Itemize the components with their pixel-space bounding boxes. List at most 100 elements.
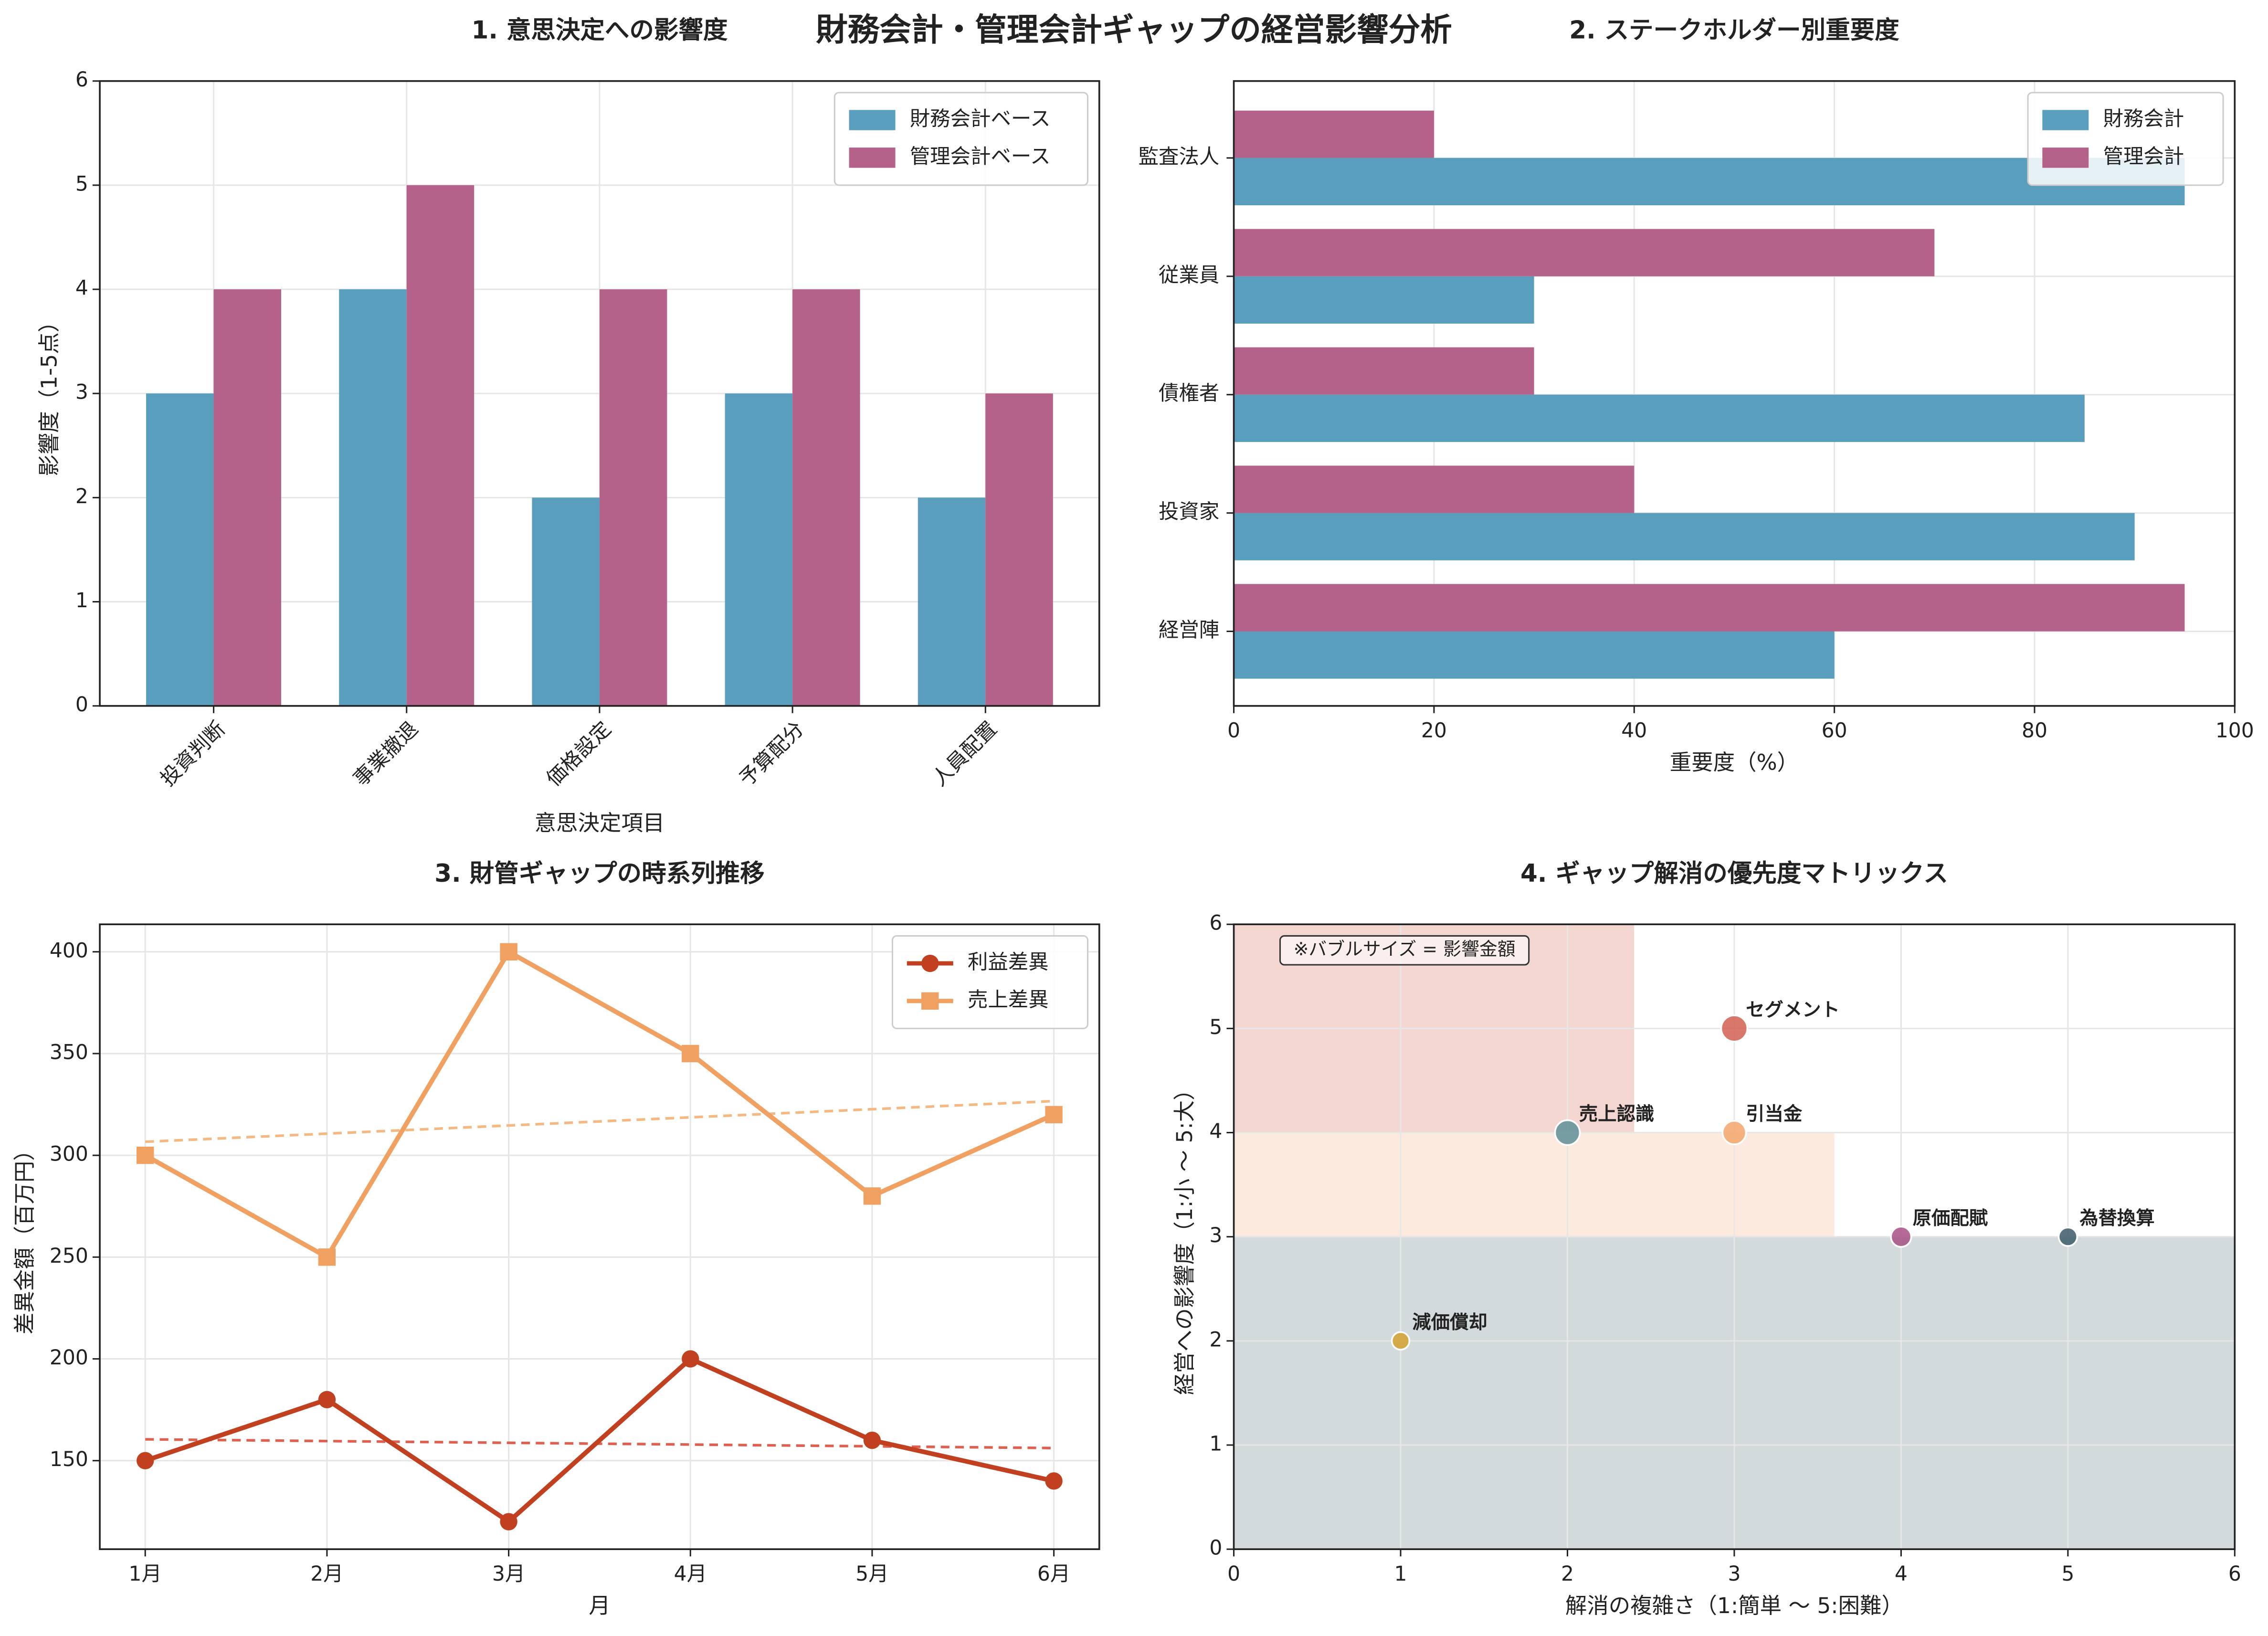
y-tick-label: 6 <box>75 68 88 92</box>
bar <box>339 289 407 706</box>
x-tick-label: 1月 <box>129 1562 162 1586</box>
y-tick-label: 4 <box>1209 1120 1222 1143</box>
x-tick-label: 20 <box>1421 719 1447 743</box>
chart-title: 2. ステークホルダー別重要度 <box>1569 16 1899 45</box>
y-tick-label: 2 <box>1209 1328 1222 1351</box>
legend-swatch <box>2042 148 2089 168</box>
marker <box>1045 1472 1063 1490</box>
legend-label: 財務会計ベース <box>910 107 1051 131</box>
y-tick-label: 債権者 <box>1159 382 1219 405</box>
y-axis-label: 差異金額（百万円） <box>12 1139 37 1334</box>
marker <box>137 1146 154 1164</box>
y-tick-label: 250 <box>50 1245 88 1268</box>
plot-frame <box>99 923 1100 1550</box>
y-tick-label: 400 <box>50 939 88 962</box>
bar <box>532 497 600 706</box>
annotation-box <box>1279 935 1530 966</box>
x-tick-label: 80 <box>2022 719 2047 743</box>
y-tick-label: 0 <box>75 693 88 717</box>
legend-swatch <box>849 148 896 168</box>
x-tick-label: 5 <box>2061 1562 2074 1586</box>
y-tick-label: 5 <box>1209 1016 1222 1039</box>
bubble <box>1720 1014 1749 1043</box>
marker <box>863 1431 881 1449</box>
bar <box>1234 347 1534 395</box>
y-tick-label: 投資家 <box>1159 500 1219 524</box>
bubble-label: セグメント <box>1746 999 1840 1021</box>
bar <box>1234 229 1935 276</box>
x-tick-label: 4 <box>1895 1562 1908 1586</box>
marker <box>318 1248 336 1266</box>
y-tick-label: 150 <box>50 1448 88 1471</box>
x-tick-label: 0 <box>1227 719 1240 743</box>
legend-label: 管理会計 <box>2103 145 2184 169</box>
y-tick-label: 0 <box>1209 1537 1222 1560</box>
bar <box>1234 394 2085 442</box>
x-tick-label: 2 <box>1561 1562 1574 1586</box>
x-tick-label: 6月 <box>1037 1562 1070 1586</box>
x-tick-label: 4月 <box>674 1562 707 1586</box>
x-axis-label: 意思決定項目 <box>535 811 665 836</box>
bubble-label: 引当金 <box>1746 1103 1803 1125</box>
marker <box>863 1187 881 1205</box>
y-axis-label: 経営への影響度（1:小 ～ 5:大） <box>1172 1078 1197 1395</box>
bar <box>985 393 1053 706</box>
x-tick-label: 3 <box>1728 1562 1741 1586</box>
marker <box>318 1391 336 1408</box>
bar <box>406 185 475 706</box>
bar <box>213 289 282 706</box>
x-tick-label: 事業撤退 <box>349 717 423 791</box>
y-tick-label: 3 <box>1209 1224 1222 1247</box>
y-axis-label: 影響度（1-5点） <box>37 311 62 476</box>
bar <box>1234 465 1635 513</box>
bar <box>1234 110 1434 158</box>
y-tick-label: 200 <box>50 1346 88 1370</box>
legend-label: 財務会計 <box>2103 107 2184 131</box>
bubble <box>1890 1225 1912 1248</box>
x-tick-label: 40 <box>1621 719 1647 743</box>
x-tick-label: 価格設定 <box>542 717 616 791</box>
legend-box <box>891 935 1089 1029</box>
y-tick-label: 300 <box>50 1143 88 1166</box>
trend-line <box>145 1099 1054 1143</box>
x-tick-label: 3月 <box>492 1562 525 1586</box>
bar <box>1234 276 1534 324</box>
y-tick-label: 1 <box>1209 1432 1222 1456</box>
x-tick-label: 2月 <box>310 1562 343 1586</box>
bubble <box>1391 1331 1411 1351</box>
legend-swatch <box>921 954 939 972</box>
y-tick-label: 6 <box>1209 912 1222 935</box>
legend-swatch <box>921 992 939 1010</box>
x-axis-label: 解消の複雑さ（1:簡単 ～ 5:困難） <box>1565 1593 1903 1618</box>
x-axis-label: 重要度（%） <box>1670 749 1799 775</box>
marker <box>682 1350 699 1368</box>
legend-box <box>2027 92 2224 186</box>
bar <box>1234 158 2185 206</box>
bar <box>146 393 214 706</box>
annotation: ※バブルサイズ = 影響金額 <box>1294 939 1516 960</box>
y-tick-label: 経営陣 <box>1159 619 1219 642</box>
bar <box>725 393 793 706</box>
marker <box>1045 1106 1063 1124</box>
legend-label: 利益差異 <box>968 951 1049 974</box>
x-tick-label: 100 <box>2215 719 2254 743</box>
bar <box>792 289 860 706</box>
line <box>144 1356 1055 1525</box>
bubble <box>1721 1120 1747 1145</box>
bar <box>1234 513 2135 560</box>
plot-frame <box>1233 80 2236 707</box>
x-axis-label: 月 <box>589 1593 610 1618</box>
y-tick-label: 3 <box>75 381 88 404</box>
bubble <box>2057 1226 2078 1247</box>
x-tick-label: 6 <box>2228 1562 2241 1586</box>
x-tick-label: 60 <box>1822 719 1847 743</box>
bubble-label: 売上認識 <box>1579 1103 1655 1125</box>
plot-frame <box>1233 923 2236 1550</box>
chart-title: 3. 財管ギャップの時系列推移 <box>434 859 764 888</box>
plot-frame <box>99 80 1100 707</box>
bubble-label: 減価償却 <box>1412 1311 1487 1333</box>
bubble <box>1554 1119 1581 1146</box>
y-tick-label: 2 <box>75 485 88 508</box>
bar <box>918 497 986 706</box>
